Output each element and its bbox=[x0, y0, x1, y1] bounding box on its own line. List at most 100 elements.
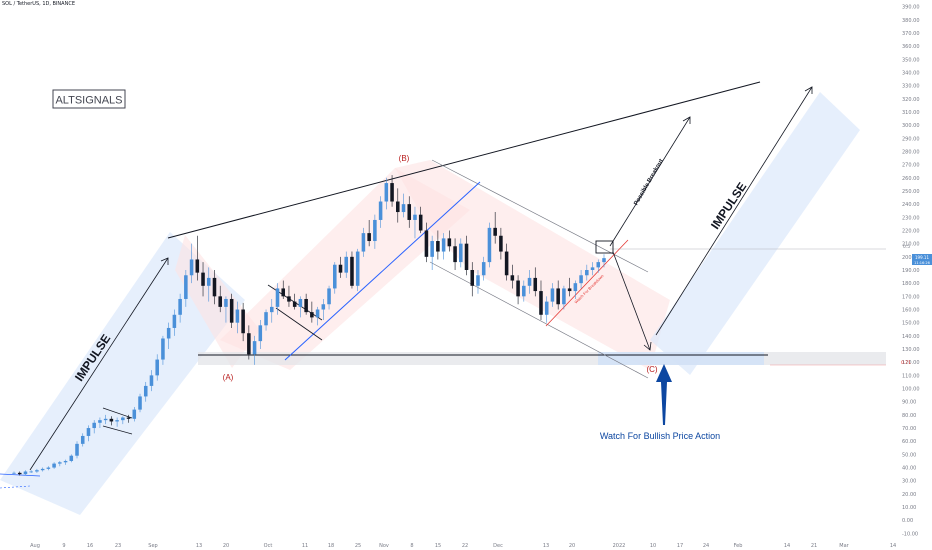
candle bbox=[103, 414, 108, 425]
y-tick-label: 150.00 bbox=[902, 321, 920, 327]
breakdown-trendline bbox=[545, 239, 629, 327]
candle bbox=[470, 262, 475, 297]
x-tick-label: 11 bbox=[302, 543, 308, 549]
resistance-trendline bbox=[167, 81, 761, 239]
candle bbox=[378, 196, 383, 228]
x-tick-label: 9 bbox=[62, 543, 65, 549]
candle bbox=[252, 335, 257, 365]
candle bbox=[195, 235, 200, 281]
candle bbox=[464, 235, 469, 276]
candle bbox=[132, 406, 137, 422]
candle bbox=[126, 414, 131, 423]
support-zone-highlight bbox=[598, 352, 764, 365]
candle bbox=[63, 459, 68, 465]
impulse-channel-right bbox=[650, 92, 860, 375]
x-tick-label: 15 bbox=[435, 543, 441, 549]
correction-channel-bc bbox=[395, 160, 670, 370]
candle bbox=[413, 206, 417, 239]
x-tick-label: Aug bbox=[30, 543, 40, 549]
last-price-value: 199.11 bbox=[915, 255, 929, 260]
candle bbox=[166, 322, 171, 350]
early-range-line-2 bbox=[0, 485, 31, 489]
logo-box bbox=[52, 89, 126, 109]
x-tick-label: 14 bbox=[784, 543, 790, 549]
x-tick-label: 24 bbox=[703, 543, 709, 549]
candle bbox=[287, 285, 291, 307]
candle bbox=[447, 230, 452, 252]
x-tick-label: 17 bbox=[677, 543, 683, 549]
y-tick-label: 160.00 bbox=[902, 308, 920, 314]
candle bbox=[224, 296, 228, 323]
candle bbox=[401, 193, 406, 218]
y-tick-label: 270.00 bbox=[902, 163, 920, 169]
candle bbox=[504, 243, 509, 281]
x-tick-label: 10 bbox=[650, 543, 656, 549]
y-tick-label: 290.00 bbox=[902, 136, 920, 142]
candle bbox=[149, 370, 154, 392]
y-tick-label: 260.00 bbox=[902, 176, 920, 182]
impulse-channel-left bbox=[0, 232, 245, 515]
candle bbox=[481, 256, 486, 281]
drop-arrow bbox=[612, 251, 652, 351]
candle bbox=[373, 214, 377, 249]
wave-a-label: (A) bbox=[223, 373, 234, 382]
candle bbox=[556, 280, 560, 310]
x-tick-label: 20 bbox=[569, 543, 575, 549]
y-tick-label: 360.00 bbox=[902, 44, 920, 50]
candle bbox=[275, 283, 280, 315]
descending-channel-bottom bbox=[429, 261, 649, 379]
candle bbox=[367, 219, 371, 247]
candle bbox=[258, 320, 263, 350]
candle bbox=[212, 270, 217, 305]
y-tick-label: 390.00 bbox=[902, 5, 920, 11]
y-tick-label: 190.00 bbox=[902, 268, 920, 274]
candle bbox=[247, 325, 251, 360]
candle bbox=[69, 454, 74, 463]
y-tick-label: 110.00 bbox=[902, 373, 920, 379]
y-tick-label: 0.00 bbox=[902, 518, 913, 524]
x-tick-label: Nov bbox=[379, 543, 389, 549]
candle bbox=[590, 262, 595, 276]
x-tick-label: 13 bbox=[543, 543, 549, 549]
candle bbox=[29, 470, 33, 473]
candle bbox=[384, 177, 389, 210]
candle bbox=[310, 301, 314, 323]
x-tick-label: Dec bbox=[493, 543, 503, 549]
x-tick-label: 22 bbox=[462, 543, 468, 549]
candle bbox=[539, 280, 543, 321]
candle bbox=[493, 212, 497, 244]
candle bbox=[338, 256, 343, 278]
candle bbox=[315, 306, 320, 326]
candle bbox=[441, 233, 446, 260]
candle bbox=[407, 196, 412, 228]
chart-overlays bbox=[0, 81, 886, 515]
candle bbox=[522, 280, 526, 302]
x-tick-label: Feb bbox=[734, 543, 743, 549]
x-tick-label: 14 bbox=[890, 543, 896, 549]
candle bbox=[40, 467, 45, 472]
candle bbox=[544, 296, 549, 323]
candle bbox=[92, 420, 96, 434]
candle bbox=[218, 285, 222, 313]
breakout-target-box bbox=[595, 240, 614, 254]
bullish-up-arrow bbox=[656, 364, 672, 425]
y-tick-label: 40.00 bbox=[902, 466, 916, 472]
x-tick-label: 2022 bbox=[613, 543, 626, 549]
candle bbox=[516, 275, 520, 305]
y-tick-label: 330.00 bbox=[902, 84, 920, 90]
candle bbox=[333, 262, 337, 294]
candle bbox=[143, 381, 148, 402]
candle bbox=[161, 335, 165, 365]
candle bbox=[327, 285, 331, 310]
candle bbox=[487, 222, 492, 268]
impulse-arrow-right bbox=[655, 86, 813, 336]
y-tick-label: 240.00 bbox=[902, 202, 920, 208]
x-tick-label: Mar bbox=[839, 543, 849, 549]
x-tick-label: 23 bbox=[115, 543, 121, 549]
candle bbox=[527, 270, 532, 294]
candle bbox=[304, 293, 308, 315]
candle bbox=[98, 417, 102, 429]
candle bbox=[23, 470, 28, 476]
candle bbox=[602, 254, 606, 268]
